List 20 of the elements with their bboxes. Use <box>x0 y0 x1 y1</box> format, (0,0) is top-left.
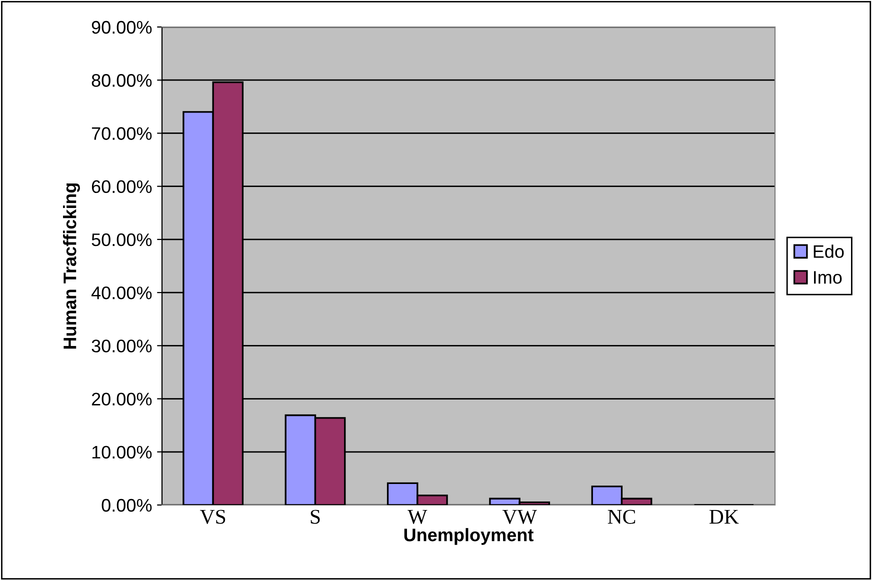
y-tick-label: 30.00% <box>92 340 152 352</box>
x-tick-label: VS <box>200 510 226 524</box>
x-tick-label: NC <box>608 510 636 524</box>
y-tick-label: 60.00% <box>92 180 152 194</box>
y-tick-label: 70.00% <box>92 127 152 140</box>
legend-label: Imo <box>814 271 842 284</box>
y-axis-title: Human Tracfficking <box>63 183 80 349</box>
y-tick-label: 10.00% <box>92 446 152 459</box>
x-tick-label: DK <box>709 510 739 524</box>
x-axis-title: Unemployment <box>404 528 534 545</box>
y-tick-label: 80.00% <box>92 74 152 87</box>
y-tick-label: 20.00% <box>92 392 152 406</box>
y-tick-label: 90.00% <box>92 20 152 34</box>
y-tick-label: 0.00% <box>102 498 152 512</box>
y-tick-label: 50.00% <box>92 233 152 246</box>
x-tick-label: S <box>310 510 320 524</box>
legend-label: Edo <box>814 244 844 258</box>
x-tick-label: VW <box>502 510 537 524</box>
x-tick-label: W <box>408 510 428 524</box>
y-tick-label: 40.00% <box>91 286 152 300</box>
